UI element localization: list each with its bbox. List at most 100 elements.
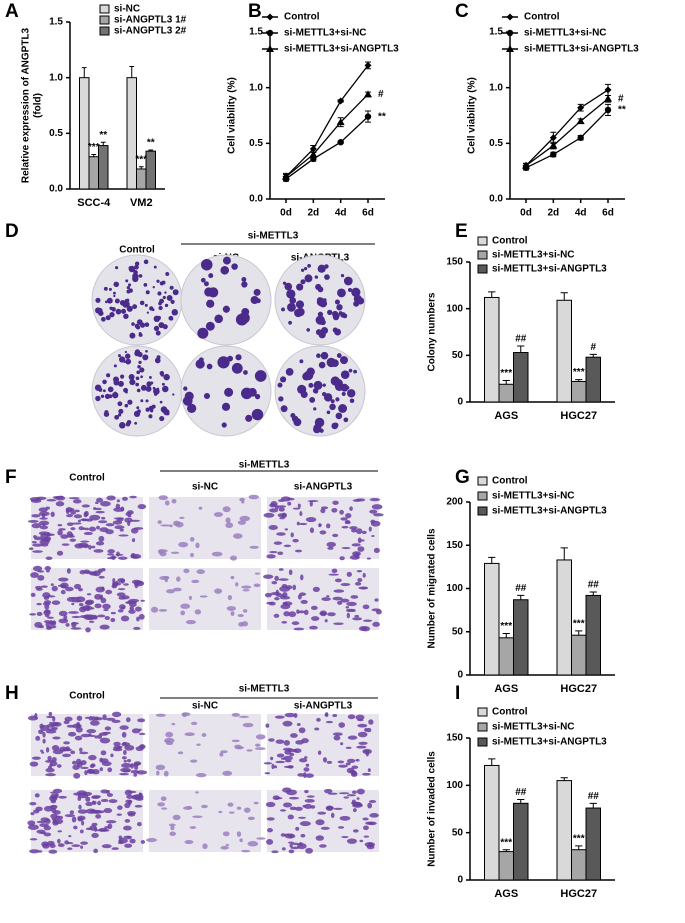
colony (317, 264, 326, 273)
colony (330, 399, 335, 404)
column-label: Control (119, 245, 155, 256)
cell (340, 582, 351, 587)
colony (338, 404, 348, 413)
cell (137, 503, 147, 510)
cell (337, 600, 343, 605)
cell (189, 537, 195, 542)
colony (195, 359, 205, 369)
cell (190, 553, 194, 558)
cell (46, 595, 56, 598)
colony (103, 286, 108, 291)
y-tick-label: 1.0 (489, 82, 503, 93)
cell (123, 583, 129, 586)
y-tick-label: 100 (446, 780, 463, 791)
cell (170, 825, 175, 831)
colony (255, 298, 261, 304)
cell (90, 607, 95, 610)
cell (320, 826, 330, 830)
cell (98, 520, 108, 524)
colony (143, 282, 148, 287)
cell (373, 547, 380, 553)
cell (96, 497, 104, 503)
cell (47, 755, 52, 761)
cell (119, 772, 129, 776)
marker (337, 97, 345, 105)
colony (280, 405, 288, 413)
cell (138, 728, 142, 731)
cell (284, 712, 296, 718)
bar (513, 352, 529, 403)
cell (340, 742, 344, 746)
cell (86, 593, 92, 596)
plate-bg (180, 254, 272, 346)
cell (105, 790, 110, 794)
cell (89, 514, 101, 521)
marker (309, 150, 318, 158)
cell (241, 585, 252, 589)
cell (65, 506, 73, 513)
significance: *** (135, 154, 147, 165)
bar (498, 637, 514, 676)
colony (171, 309, 179, 316)
bar (513, 802, 529, 881)
cell (70, 622, 79, 625)
cell (116, 813, 122, 816)
cell (231, 712, 240, 717)
cell (68, 611, 79, 614)
cell (97, 614, 106, 618)
cell (32, 565, 43, 572)
cell (137, 718, 146, 723)
legend-label: si-METTL3+si-ANGPTL3 (524, 44, 639, 55)
cell (345, 512, 352, 519)
cell (300, 833, 306, 838)
cell (300, 574, 304, 581)
cell (315, 819, 325, 826)
bar (498, 383, 514, 403)
colony (221, 402, 231, 411)
cell (29, 761, 39, 767)
colony (355, 289, 361, 295)
colony (214, 314, 223, 324)
cell (274, 715, 285, 719)
cell (126, 758, 132, 763)
cell (194, 609, 202, 615)
cell (332, 713, 338, 718)
cell (300, 599, 308, 604)
cell (91, 769, 100, 775)
cell (67, 847, 73, 851)
colony (235, 354, 242, 361)
line (525, 109, 609, 169)
cell (71, 615, 81, 619)
cell (196, 569, 206, 575)
cell (36, 611, 43, 617)
colony (313, 380, 323, 390)
cell (239, 497, 245, 502)
cell (238, 715, 250, 718)
cell (318, 523, 322, 528)
y-tick-label: 0 (457, 670, 463, 681)
colony (105, 315, 111, 321)
colony (231, 362, 243, 374)
transwell-image (146, 790, 266, 853)
cell (77, 809, 88, 814)
cell (91, 822, 98, 827)
cell (222, 831, 230, 837)
colony (138, 360, 142, 365)
cell (297, 610, 306, 614)
cell (309, 527, 315, 534)
cell (188, 595, 192, 600)
colony (222, 256, 231, 265)
cell (131, 764, 139, 767)
cell (33, 536, 43, 541)
cell (32, 543, 43, 547)
error-bar (560, 547, 568, 560)
cell (305, 773, 314, 778)
cell (39, 517, 48, 520)
cell (287, 748, 298, 753)
cell (121, 762, 132, 769)
cell (83, 531, 93, 536)
cell (110, 753, 114, 758)
y-tick-label: 1.0 (249, 82, 263, 93)
cell (127, 810, 137, 816)
cell (111, 847, 119, 851)
